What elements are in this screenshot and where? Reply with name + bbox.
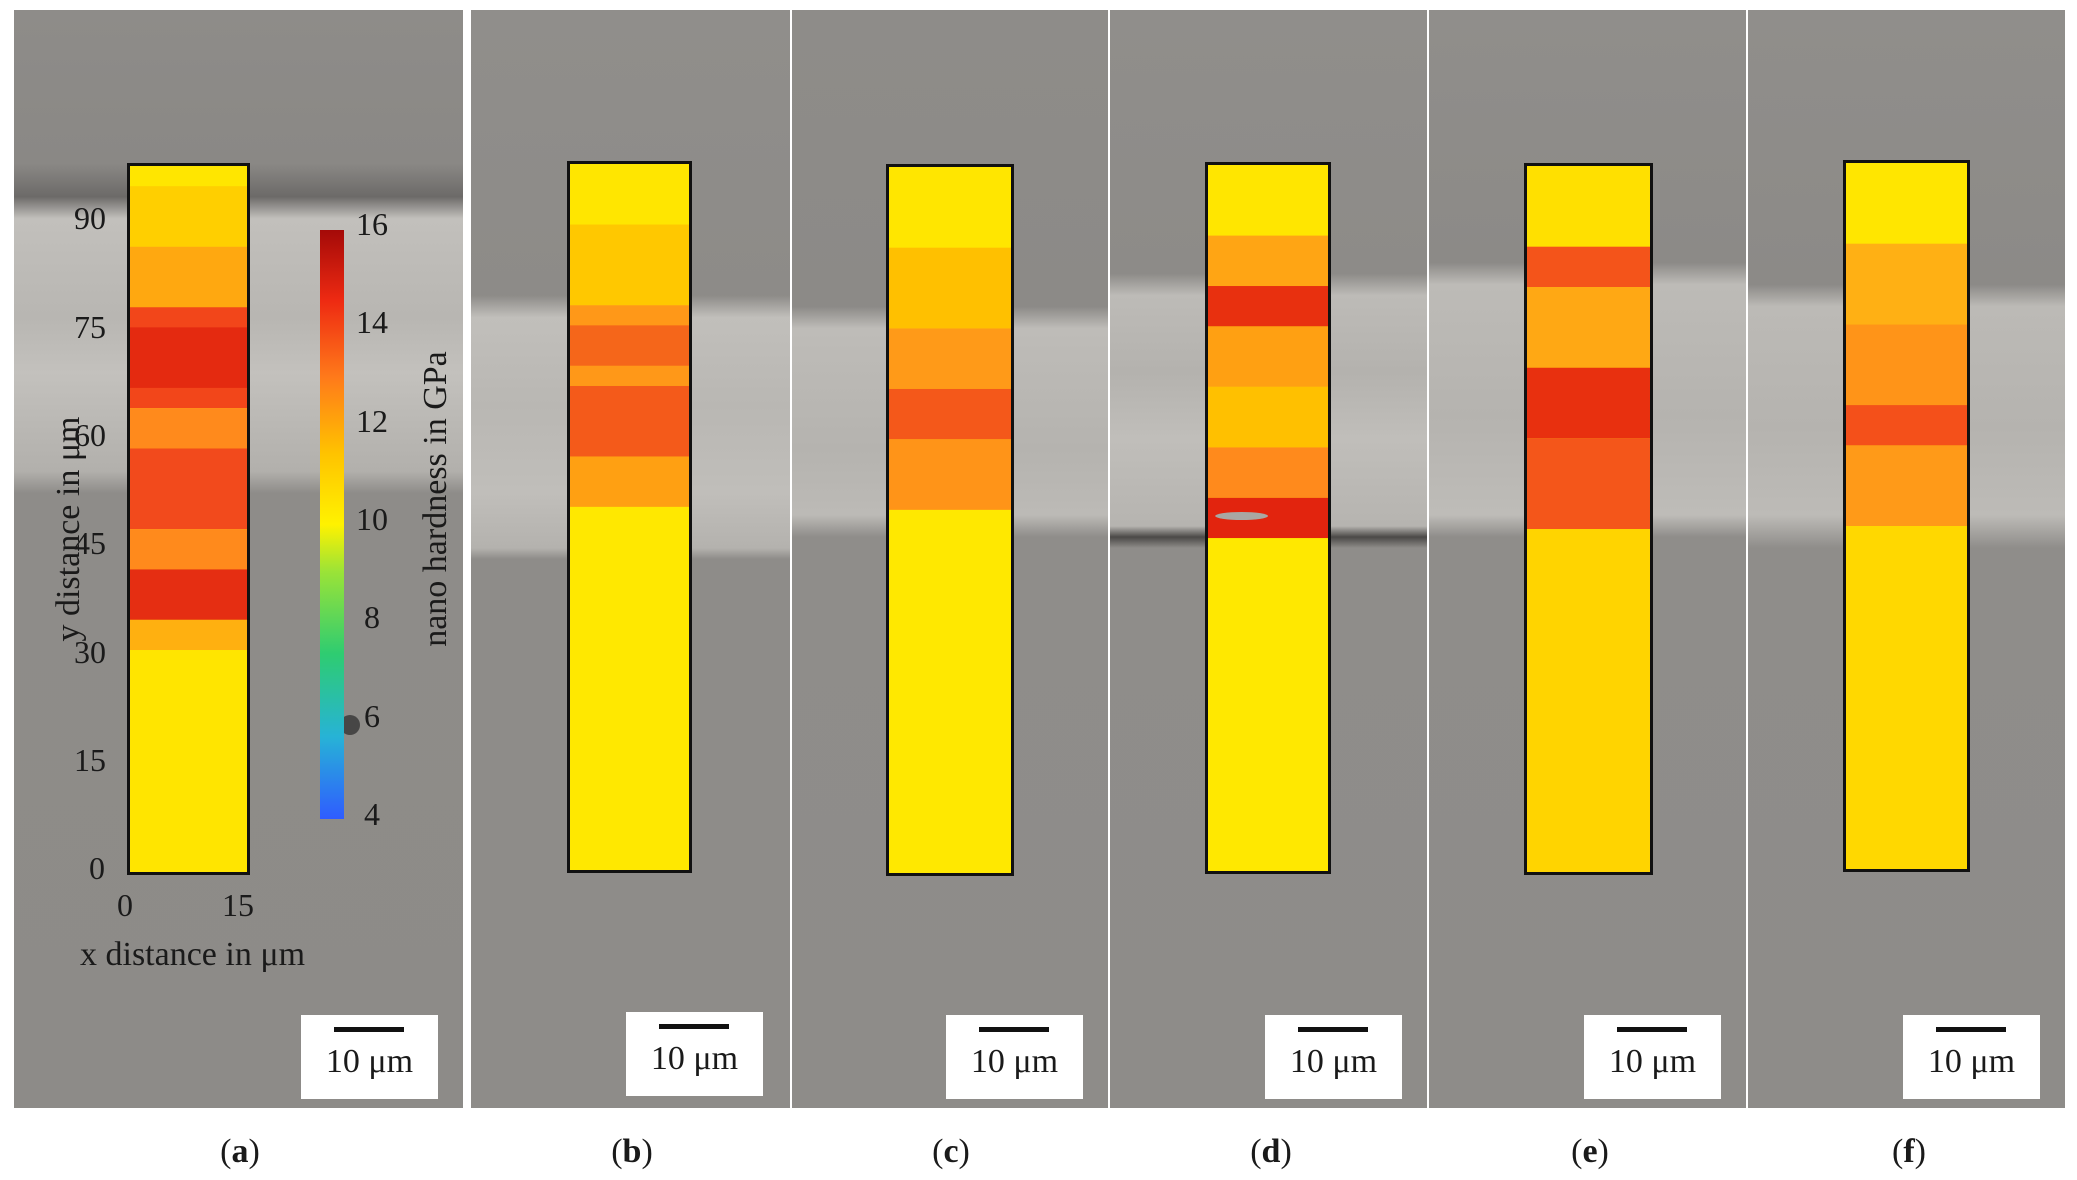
colorbar-tick: 16 [356, 206, 388, 242]
colorbar-tick: 4 [364, 796, 380, 832]
scale-bar-line [1617, 1027, 1687, 1032]
scale-bar: 10 μm [1265, 1015, 1402, 1099]
colorbar-tick: 8 [364, 599, 380, 635]
panel-c: 10 μm [792, 10, 1108, 1108]
scale-bar: 10 μm [1584, 1015, 1721, 1099]
scale-bar-line [1936, 1027, 2006, 1032]
y-tick: 0 [89, 850, 105, 886]
panel-caption-d: (d) [1250, 1133, 1292, 1170]
hardness-map-strip [886, 164, 1014, 876]
y-tick: 45 [74, 525, 106, 561]
panel-caption-e: (e) [1571, 1133, 1609, 1170]
scale-bar-label: 10 μm [650, 1040, 739, 1077]
panel-a: 90 75 60 45 30 15 0 y distance in μm 0 1… [14, 10, 463, 1108]
y-tick: 60 [74, 417, 106, 453]
scale-bar-line [979, 1027, 1049, 1032]
colorbar-tick: 14 [356, 304, 388, 340]
x-axis-label: x distance in μm [80, 936, 306, 973]
y-axis-label: y distance in μm [50, 416, 87, 642]
y-tick: 75 [74, 309, 106, 345]
hardness-map-strip [567, 161, 692, 873]
panel-e: 10 μm [1429, 10, 1746, 1108]
hardness-contour [570, 164, 689, 870]
colorbar-tick: 6 [364, 698, 380, 734]
panel-caption-f: (f) [1892, 1133, 1926, 1170]
hardness-map-strip [127, 163, 250, 875]
hardness-contour [1527, 166, 1650, 872]
scale-bar: 10 μm [946, 1015, 1083, 1099]
x-tick: 15 [222, 887, 254, 923]
scale-bar-label: 10 μm [1608, 1043, 1697, 1080]
hardness-contour [889, 167, 1011, 873]
scale-bar-label: 10 μm [325, 1043, 414, 1080]
panel-d: 10 μm [1110, 10, 1427, 1108]
panel-caption-a: (a) [220, 1133, 260, 1170]
panel-b: 10 μm [471, 10, 790, 1108]
panel-caption-c: (c) [932, 1133, 970, 1170]
y-tick: 30 [74, 634, 106, 670]
hardness-map-strip [1524, 163, 1653, 875]
hardness-contour [130, 166, 247, 872]
scale-bar-label: 10 μm [1927, 1043, 2016, 1080]
colorbar-tick: 10 [356, 501, 388, 537]
scale-bar-label: 10 μm [1289, 1043, 1378, 1080]
x-tick: 0 [117, 887, 133, 923]
colorbar-label: nano hardness in GPa [417, 351, 454, 647]
colorbar [320, 230, 344, 819]
panel-caption-b: (b) [611, 1133, 653, 1170]
scale-bar-line [334, 1027, 404, 1032]
scale-bar-line [659, 1024, 729, 1029]
scale-bar: 10 μm [1903, 1015, 2040, 1099]
hardness-map-strip [1843, 160, 1970, 872]
scale-bar-label: 10 μm [970, 1043, 1059, 1080]
hardness-map-strip [1205, 162, 1331, 874]
hardness-contour [1846, 163, 1967, 869]
hardness-contour [1208, 165, 1328, 871]
scale-bar-line [1298, 1027, 1368, 1032]
y-tick: 15 [74, 742, 106, 778]
y-tick: 90 [74, 200, 106, 236]
colorbar-tick: 12 [356, 403, 388, 439]
scale-bar: 10 μm [626, 1012, 763, 1096]
scale-bar: 10 μm [301, 1015, 438, 1099]
panel-f: 10 μm [1748, 10, 2065, 1108]
